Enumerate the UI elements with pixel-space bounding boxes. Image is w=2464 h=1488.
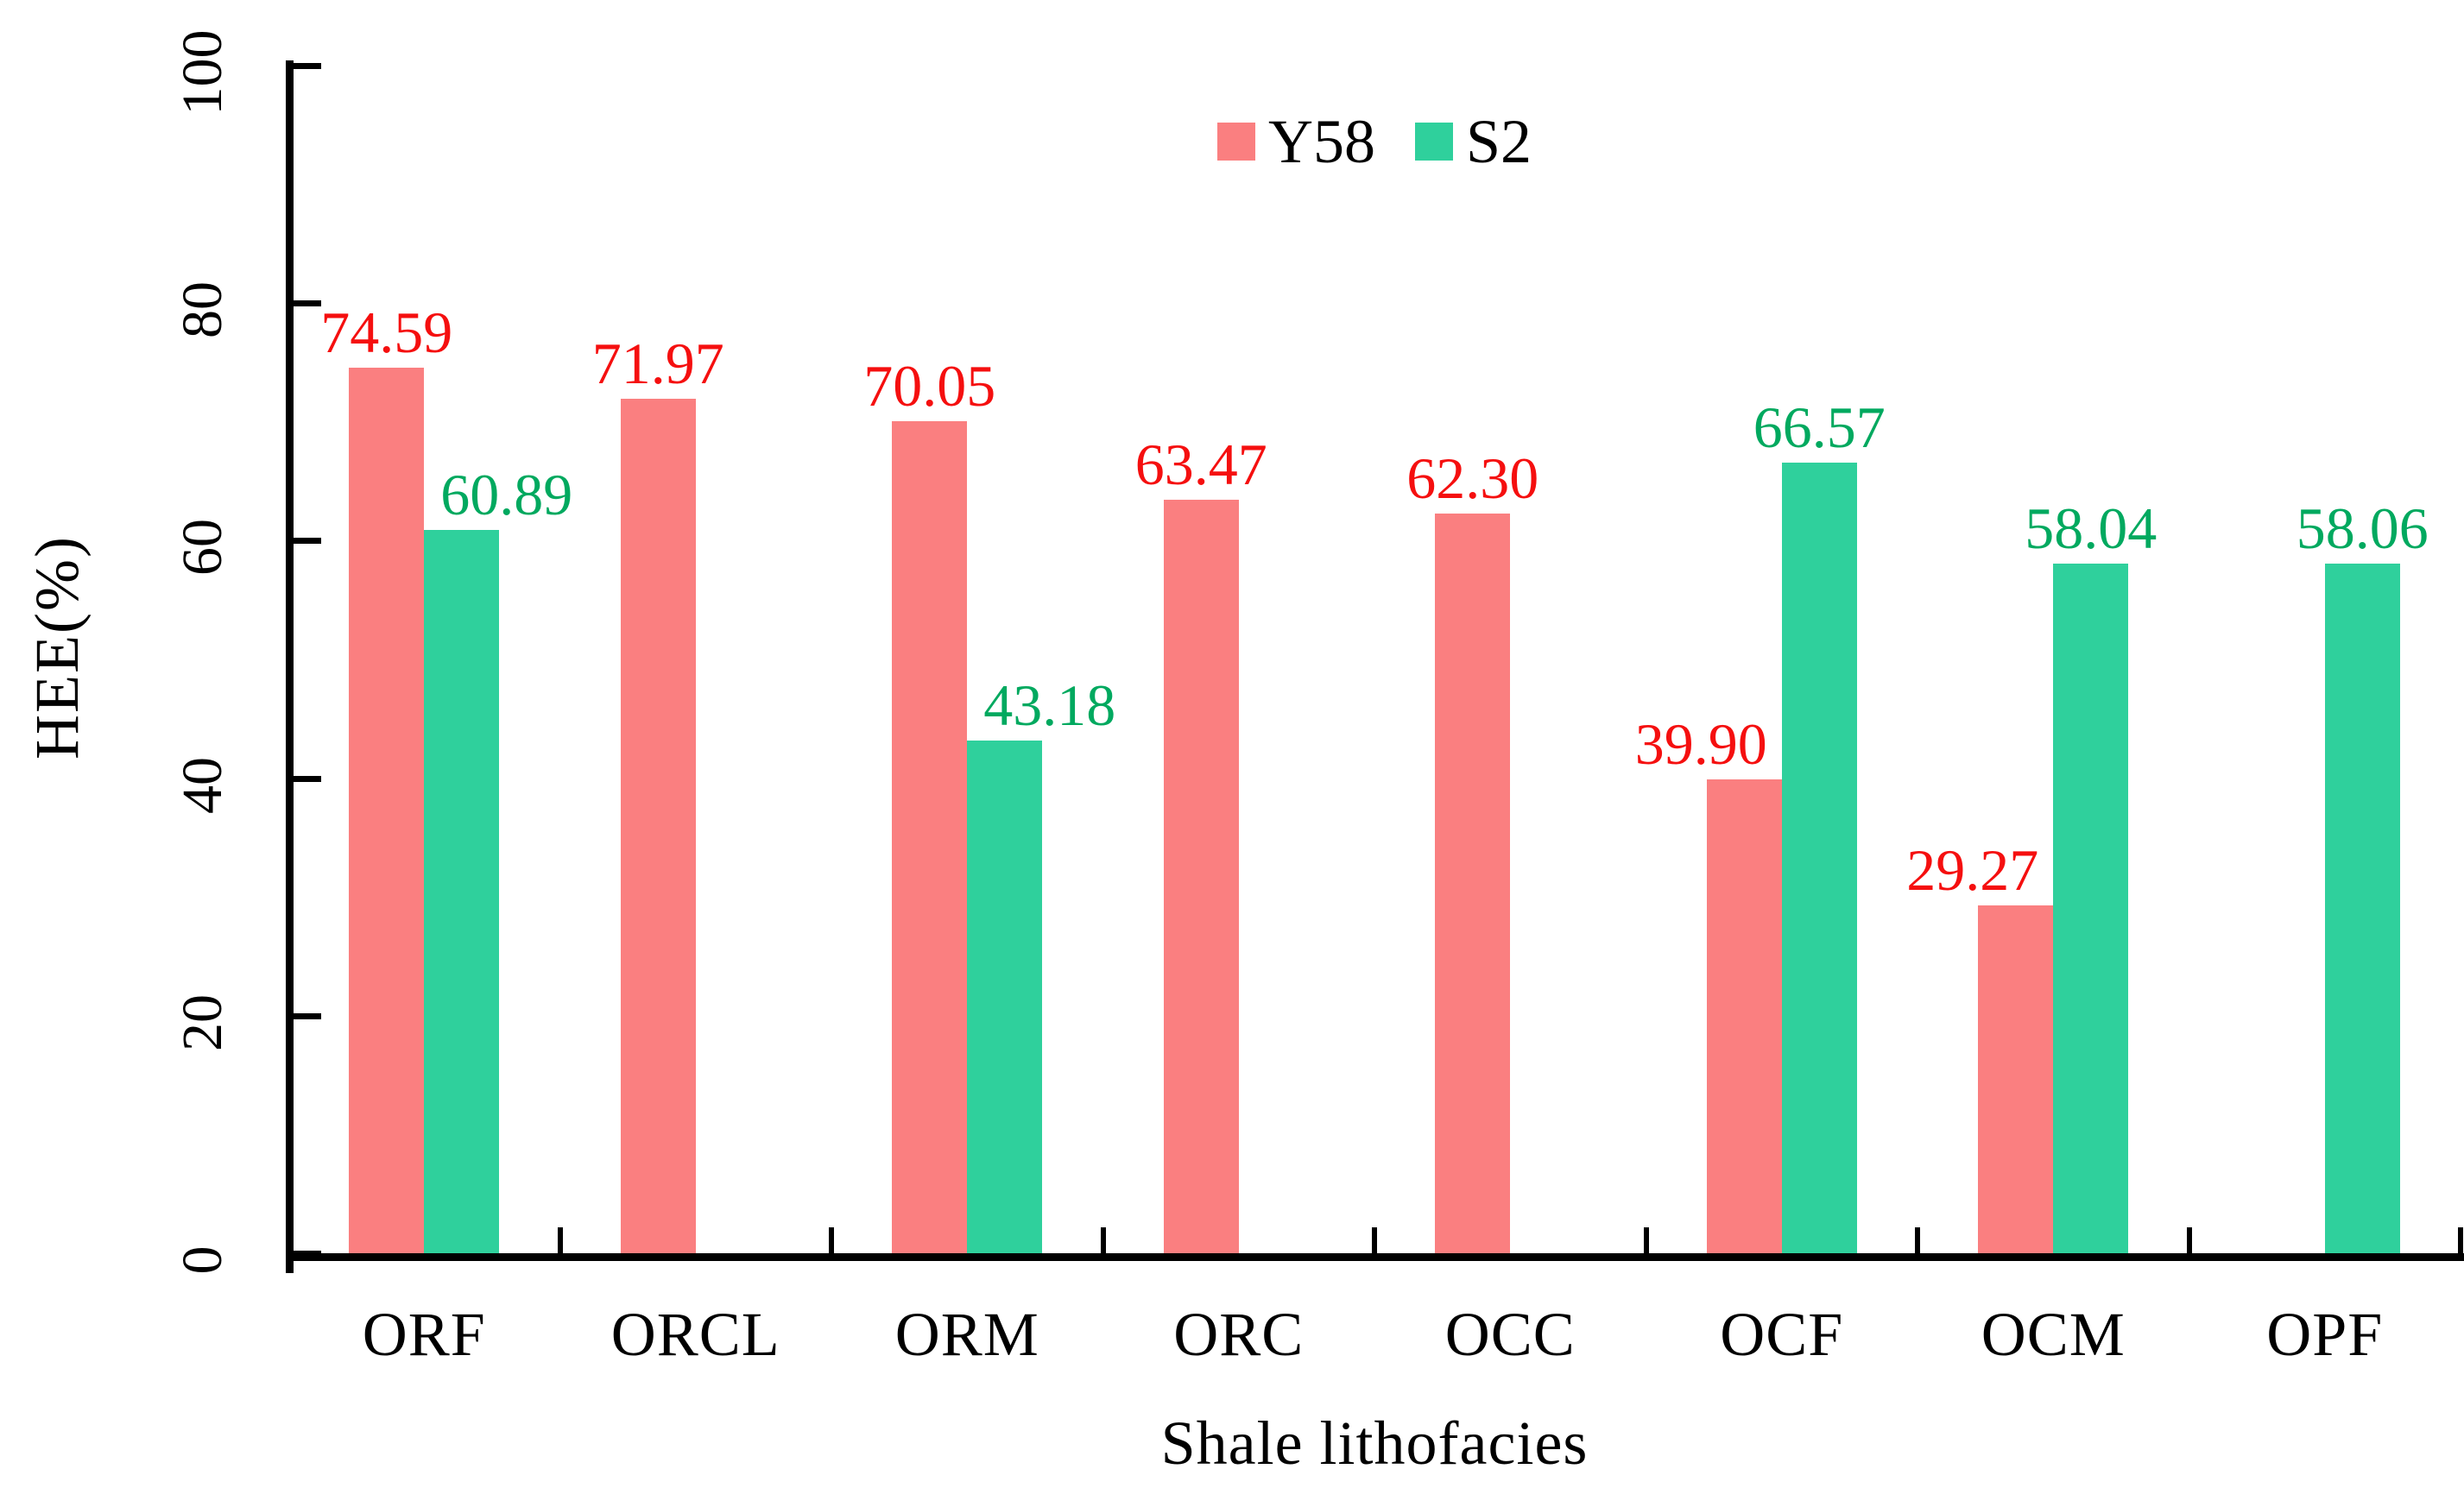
x-tick-8 (2458, 1227, 2463, 1253)
y-tick-80 (294, 300, 321, 307)
y-tick-0 (294, 1251, 321, 1257)
x-tick-4 (1372, 1227, 1377, 1253)
y-tick-label-80: 80 (171, 281, 234, 339)
value-label-Y58-OCF: 39.90 (1634, 710, 1767, 777)
x-category-label-ORM: ORM (894, 1300, 1039, 1369)
y-tick-label-0: 0 (171, 1245, 234, 1275)
bar-Y58-OCM (1978, 905, 2054, 1253)
y-axis-title: HEE(%) (22, 535, 92, 760)
bar-Y58-ORF (349, 367, 425, 1253)
legend-item-Y58: Y58 (1216, 107, 1375, 176)
y-tick-label-100: 100 (171, 29, 234, 116)
x-category-label-ORF: ORF (362, 1300, 486, 1369)
value-label-Y58-OCC: 62.30 (1406, 445, 1539, 511)
x-tick-6 (1915, 1227, 1920, 1253)
value-label-S2-OPF: 58.06 (2296, 495, 2429, 562)
x-category-label-OCC: OCC (1444, 1300, 1576, 1369)
x-tick-2 (829, 1227, 834, 1253)
bar-Y58-ORM (892, 421, 968, 1253)
x-category-label-ORC: ORC (1173, 1300, 1305, 1369)
x-axis-line (286, 1253, 2464, 1261)
value-label-S2-OCM: 58.04 (2025, 495, 2158, 562)
y-axis-line (286, 60, 294, 1273)
x-axis-title: Shale lithofacies (1160, 1409, 1589, 1478)
bar-Y58-OCC (1435, 513, 1511, 1253)
y-tick-20 (294, 1012, 321, 1019)
value-label-Y58-OCM: 29.27 (1906, 837, 2039, 904)
x-tick-3 (1100, 1227, 1106, 1253)
value-label-S2-OCF: 66.57 (1753, 394, 1886, 460)
x-category-label-OCM: OCM (1981, 1300, 2126, 1369)
x-category-label-ORCL: ORCL (610, 1300, 780, 1369)
legend-swatch-S2 (1414, 123, 1453, 161)
bar-S2-OPF (2324, 564, 2400, 1253)
value-label-Y58-ORF: 74.59 (320, 299, 453, 365)
bar-Y58-ORCL (620, 398, 696, 1253)
x-tick-7 (2186, 1227, 2192, 1253)
x-tick-5 (1643, 1227, 1649, 1253)
y-tick-label-40: 40 (171, 756, 234, 814)
bar-Y58-ORC (1163, 499, 1239, 1253)
value-label-Y58-ORM: 70.05 (863, 353, 996, 419)
x-tick-1 (557, 1227, 563, 1253)
legend-swatch-Y58 (1216, 123, 1255, 161)
chart-legend: Y58 S2 (288, 109, 2461, 174)
bar-Y58-OCF (1706, 779, 1782, 1253)
bar-S2-ORM (967, 740, 1043, 1253)
value-label-S2-ORM: 43.18 (983, 671, 1116, 738)
bar-S2-ORF (424, 530, 500, 1253)
x-category-label-OCF: OCF (1720, 1300, 1844, 1369)
y-tick-60 (294, 538, 321, 545)
legend-item-S2: S2 (1414, 107, 1532, 176)
value-label-S2-ORF: 60.89 (440, 462, 573, 528)
y-tick-label-20: 20 (171, 993, 234, 1051)
y-tick-40 (294, 775, 321, 782)
bar-S2-OCM (2053, 564, 2129, 1253)
y-tick-100 (294, 63, 321, 69)
value-label-Y58-ORCL: 71.97 (591, 330, 724, 396)
y-tick-label-60: 60 (171, 519, 234, 577)
legend-label-Y58: Y58 (1267, 107, 1375, 176)
bar-S2-OCF (1781, 462, 1857, 1253)
legend-label-S2: S2 (1465, 107, 1532, 176)
x-category-label-OPF: OPF (2266, 1300, 2384, 1369)
value-label-Y58-ORC: 63.47 (1134, 431, 1267, 497)
